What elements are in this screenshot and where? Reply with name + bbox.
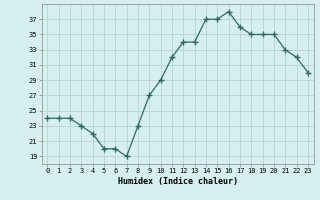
- X-axis label: Humidex (Indice chaleur): Humidex (Indice chaleur): [118, 177, 237, 186]
